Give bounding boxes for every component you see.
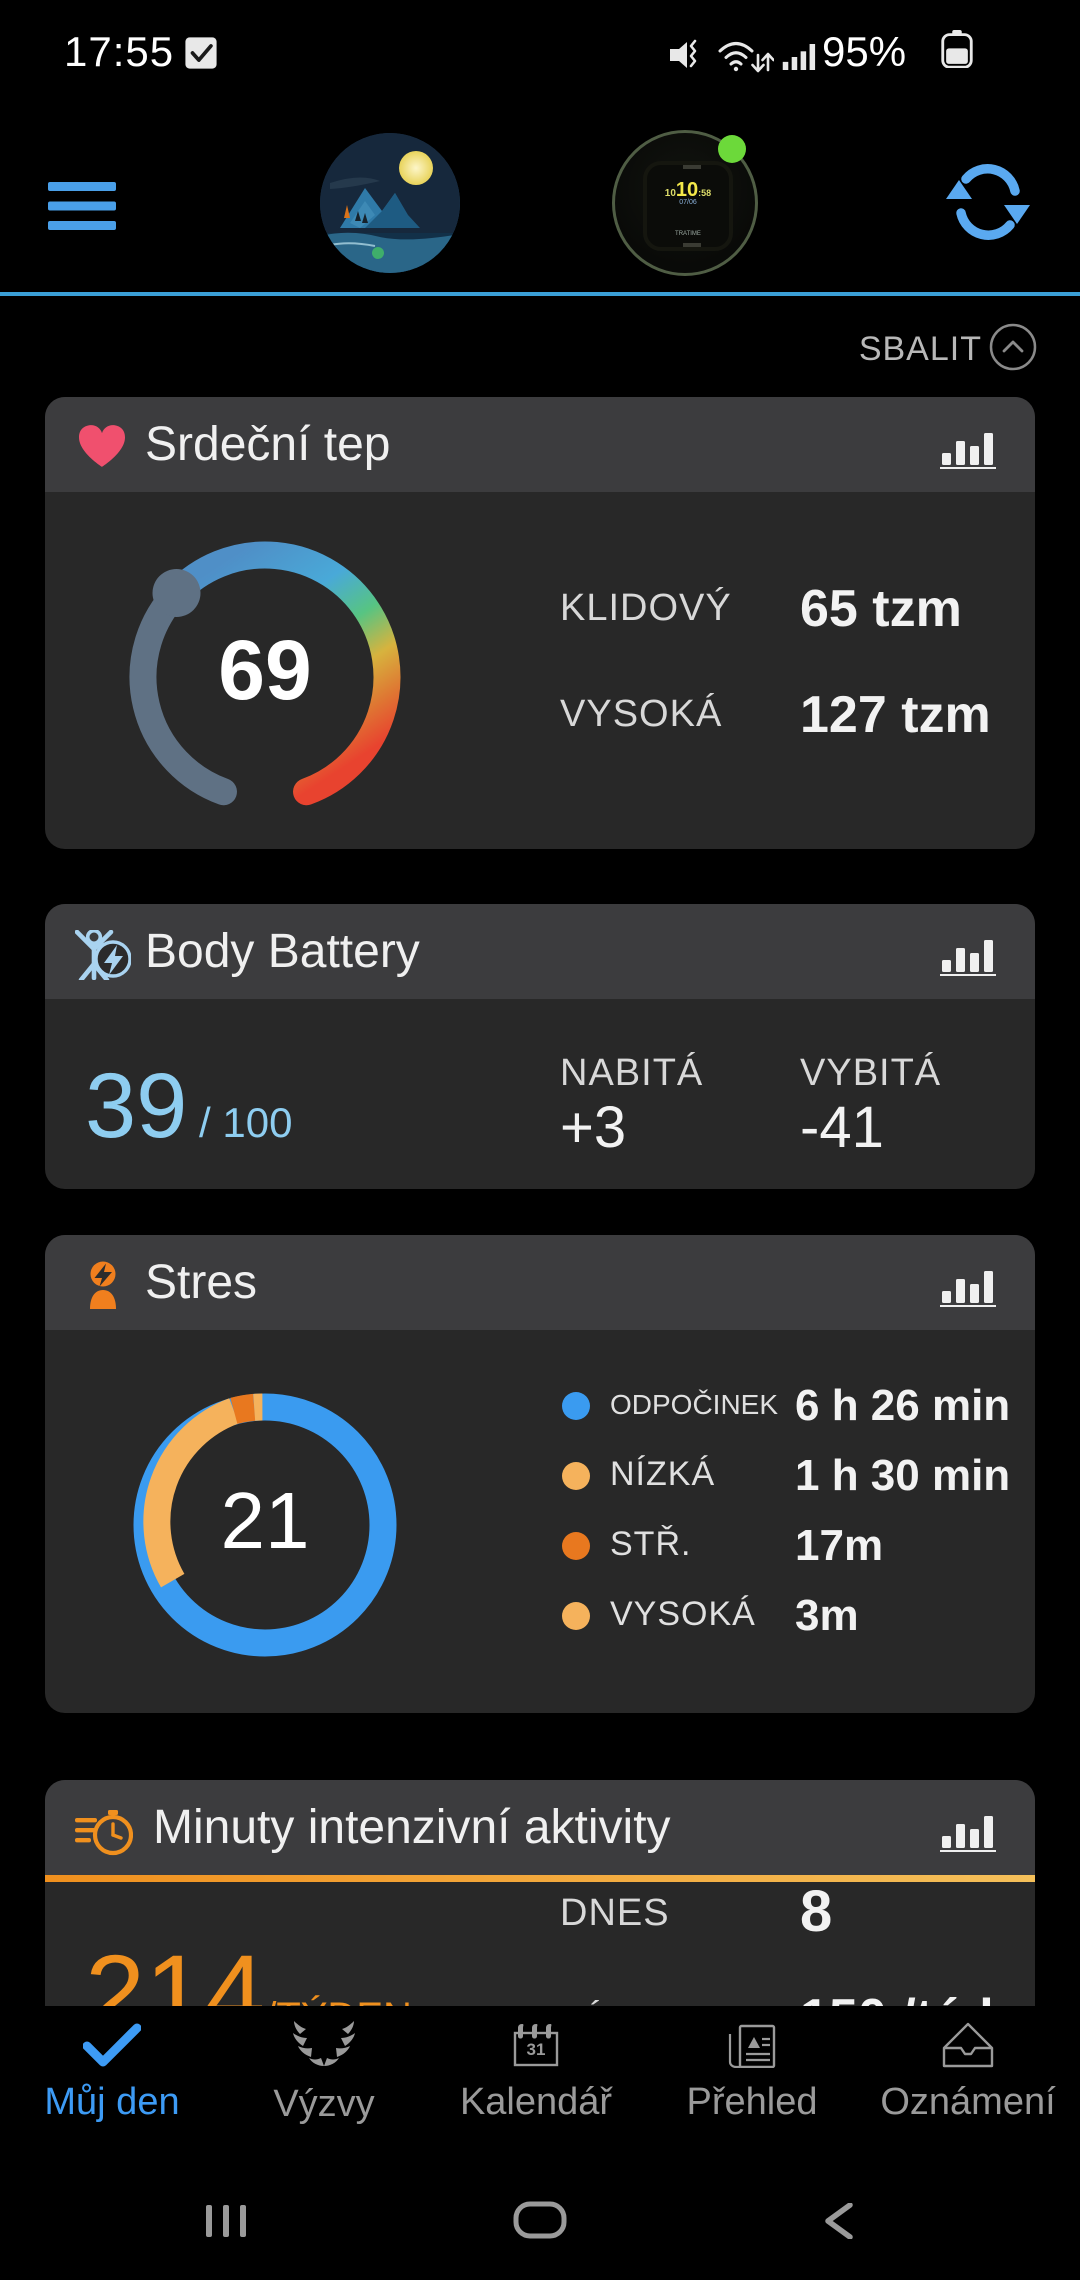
svg-text:21: 21 xyxy=(221,1476,310,1565)
svg-text:69: 69 xyxy=(218,623,311,717)
svg-text:31: 31 xyxy=(527,2040,546,2059)
